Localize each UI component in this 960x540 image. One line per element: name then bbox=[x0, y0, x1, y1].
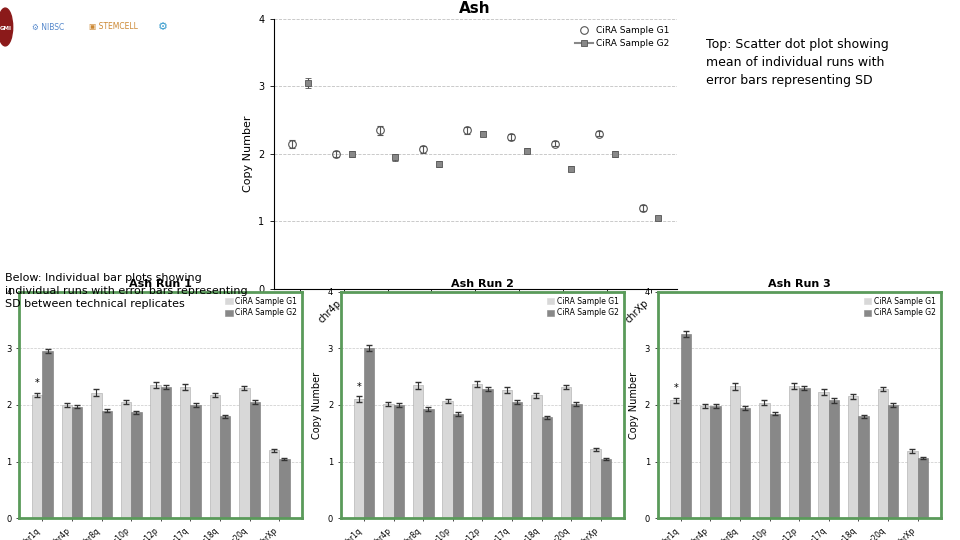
Title: Ash: Ash bbox=[460, 1, 491, 16]
Text: *: * bbox=[356, 382, 361, 392]
Bar bbox=[220, 416, 230, 518]
Bar bbox=[730, 386, 740, 518]
Bar bbox=[121, 402, 132, 518]
Bar bbox=[848, 396, 858, 518]
Bar bbox=[42, 351, 53, 518]
Legend: CiRA Sample G1, CiRA Sample G2: CiRA Sample G1, CiRA Sample G2 bbox=[545, 295, 620, 319]
Text: *: * bbox=[673, 383, 678, 393]
Circle shape bbox=[0, 8, 12, 46]
Bar bbox=[858, 416, 869, 518]
Title: Ash Run 2: Ash Run 2 bbox=[451, 279, 514, 289]
Bar bbox=[279, 459, 290, 518]
Bar bbox=[877, 389, 888, 518]
Bar bbox=[472, 384, 482, 518]
Bar bbox=[72, 407, 83, 518]
Bar bbox=[353, 400, 364, 518]
Bar bbox=[888, 405, 899, 518]
Bar bbox=[681, 334, 691, 518]
Bar bbox=[453, 414, 463, 518]
Bar bbox=[160, 387, 171, 518]
Text: ⚙ NIBSC: ⚙ NIBSC bbox=[32, 23, 64, 31]
Bar bbox=[590, 449, 601, 518]
Bar bbox=[413, 385, 423, 518]
Title: Ash Run 1: Ash Run 1 bbox=[130, 279, 192, 289]
Text: Below: Individual bar plots showing
individual runs with error bars representing: Below: Individual bar plots showing indi… bbox=[5, 273, 248, 309]
Y-axis label: Copy Number: Copy Number bbox=[243, 116, 252, 192]
Bar bbox=[789, 386, 799, 518]
Bar bbox=[151, 385, 160, 518]
Bar bbox=[190, 405, 201, 518]
Bar bbox=[601, 459, 612, 518]
Bar bbox=[561, 387, 571, 518]
Bar bbox=[670, 401, 681, 518]
Bar bbox=[180, 387, 190, 518]
Bar bbox=[759, 403, 770, 518]
Title: Ash Run 3: Ash Run 3 bbox=[768, 279, 830, 289]
X-axis label: Genetic Region: Genetic Region bbox=[433, 335, 517, 345]
Bar bbox=[61, 405, 72, 518]
Bar bbox=[819, 392, 828, 518]
Bar bbox=[541, 417, 552, 518]
Bar bbox=[710, 406, 721, 518]
Legend: CiRA Sample G1, CiRA Sample G2: CiRA Sample G1, CiRA Sample G2 bbox=[224, 295, 299, 319]
Text: Top: Scatter dot plot showing
mean of individual runs with
error bars representi: Top: Scatter dot plot showing mean of in… bbox=[706, 38, 888, 87]
Y-axis label: Copy Number: Copy Number bbox=[312, 372, 323, 438]
Bar bbox=[423, 409, 434, 518]
Text: ⚙: ⚙ bbox=[158, 22, 168, 32]
Bar bbox=[32, 395, 42, 518]
Bar bbox=[91, 393, 102, 518]
Bar bbox=[250, 402, 260, 518]
Bar bbox=[531, 395, 541, 518]
Bar bbox=[482, 389, 492, 518]
Bar bbox=[770, 414, 780, 518]
Legend: CiRA Sample G1, CiRA Sample G2: CiRA Sample G1, CiRA Sample G2 bbox=[573, 23, 672, 50]
Bar bbox=[512, 402, 522, 518]
Bar bbox=[502, 390, 512, 518]
Bar bbox=[209, 395, 220, 518]
Bar bbox=[383, 404, 394, 518]
Text: *: * bbox=[35, 378, 39, 388]
Bar bbox=[132, 413, 141, 518]
Bar bbox=[102, 410, 112, 518]
Y-axis label: Copy Number: Copy Number bbox=[629, 372, 639, 438]
Bar bbox=[269, 450, 279, 518]
Bar bbox=[918, 458, 928, 518]
Bar bbox=[740, 408, 751, 518]
Legend: CiRA Sample G1, CiRA Sample G2: CiRA Sample G1, CiRA Sample G2 bbox=[862, 295, 937, 319]
Bar bbox=[907, 451, 918, 518]
Text: GMI: GMI bbox=[0, 25, 12, 31]
Bar bbox=[700, 406, 710, 518]
Bar bbox=[443, 401, 453, 518]
Bar bbox=[394, 405, 404, 518]
Bar bbox=[799, 388, 809, 518]
Bar bbox=[364, 348, 374, 518]
Bar bbox=[571, 404, 582, 518]
Bar bbox=[239, 388, 250, 518]
Text: ▣ STEMCELL: ▣ STEMCELL bbox=[88, 23, 137, 31]
Bar bbox=[828, 401, 839, 518]
